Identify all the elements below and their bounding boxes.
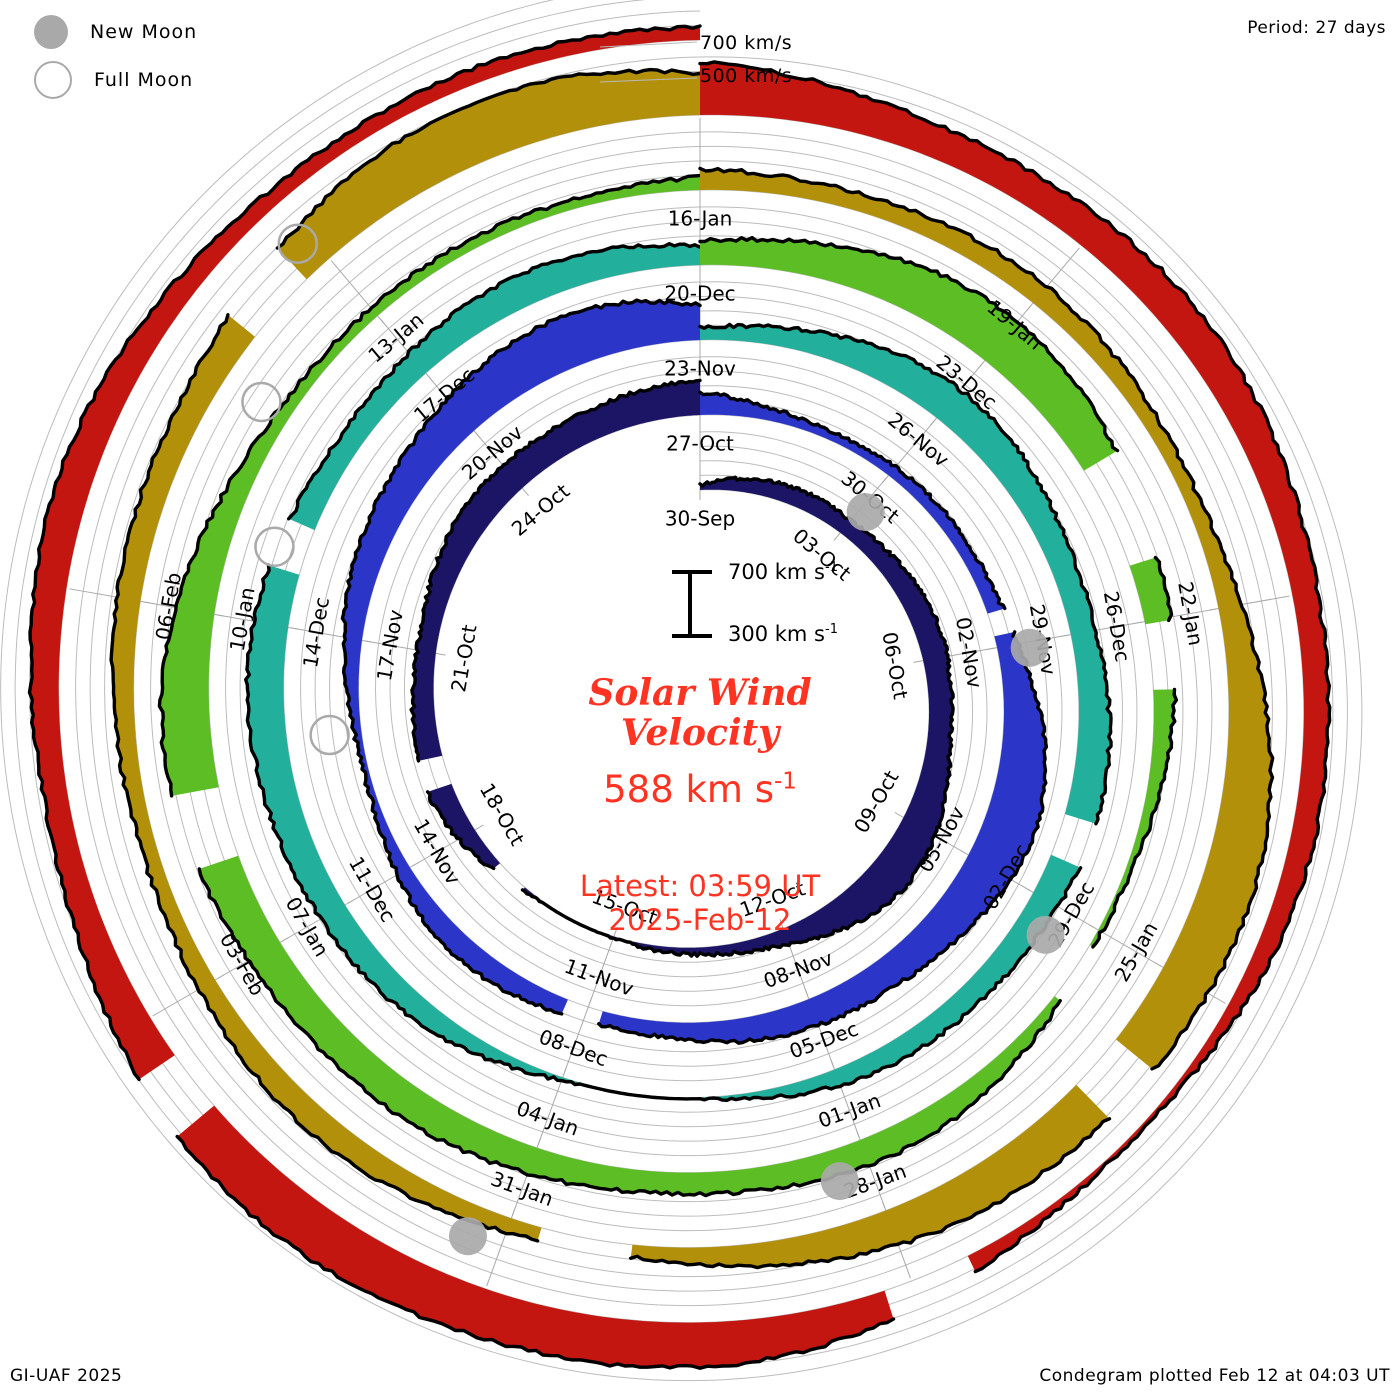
date-label: 20-Dec [664,282,735,306]
date-label: 25-Jan [1109,918,1162,986]
velocity-band-12-feb [27,24,1332,1370]
current-value-exp: -1 [774,768,797,795]
velocity-band-27-oct [340,298,1049,1045]
center-scale-label-300: 300 km s-1 [728,622,838,646]
scale-label-500: 500 km/s [700,65,793,87]
new-moon-icon [448,1217,487,1256]
center-scale-700-text: 700 km s [728,560,825,584]
date-label: 27-Oct [666,432,734,456]
velocity-band-30-sep [409,378,955,958]
current-value: 588 km s-1 [400,768,1000,811]
center-scale-300-text: 300 km s [728,622,825,646]
new-moon-icon [1026,915,1065,954]
page-title: Solar Wind Velocity [400,673,1000,754]
center-scale-label-700: 700 km s-1 [728,560,838,584]
date-label: 23-Nov [664,357,736,381]
scale-label-700: 700 km/s [700,32,793,54]
legend-label-full-moon: Full Moon [94,69,194,91]
date-label: 14-Dec [298,595,334,669]
top-scale-ticks [599,41,698,83]
date-label: 16-Jan [668,207,733,231]
center-scale-bar [672,570,712,638]
center-readout: Solar Wind Velocity 588 km s-1 Latest: 0… [400,555,1000,938]
date-label: 08-Nov [760,946,836,993]
legend-item-full-moon: Full Moon [22,56,322,104]
moon-phase-legend: New Moon Full Moon [22,8,322,104]
credit-left: GI-UAF 2025 [10,1366,123,1386]
center-scale-700-exp: -1 [825,560,838,575]
date-label: 08-Dec [536,1024,611,1071]
current-value-text: 588 km s [603,767,774,811]
velocity-band-23-nov [244,242,1113,1102]
legend-item-new-moon: New Moon [22,8,322,56]
new-moon-icon [820,1162,859,1201]
date-label: 22-Jan [1173,580,1208,648]
latest-line-1: Latest: 03:59 UT [579,868,821,903]
full-moon-icon [277,223,318,264]
latest-line-2: 2025-Feb-12 [608,903,792,938]
legend-label-new-moon: New Moon [90,21,198,43]
date-label: 11-Nov [561,954,637,1001]
new-moon-icon [34,15,68,49]
credit-right: Condegram plotted Feb 12 at 04:03 UT [1039,1366,1390,1386]
date-label: 26-Dec [1099,589,1135,663]
new-moon-icon [1010,628,1049,667]
title-line-1: Solar Wind [588,672,812,714]
full-moon-icon [309,714,350,756]
velocity-band-20-dec [157,173,1179,1198]
title-line-2: Velocity [620,712,780,755]
velocity-band-16-jan [109,67,1275,1270]
full-moon-icon [254,526,295,568]
period-label: Period: 27 days [1247,18,1386,38]
center-scale-300-exp: -1 [825,622,838,637]
moon-markers [241,223,1065,1256]
full-moon-icon [241,381,282,423]
date-label: 30-Sep [665,507,735,531]
new-moon-icon [846,493,885,532]
full-moon-icon [34,61,72,99]
latest-timestamp: Latest: 03:59 UT 2025-Feb-12 [400,869,1000,939]
